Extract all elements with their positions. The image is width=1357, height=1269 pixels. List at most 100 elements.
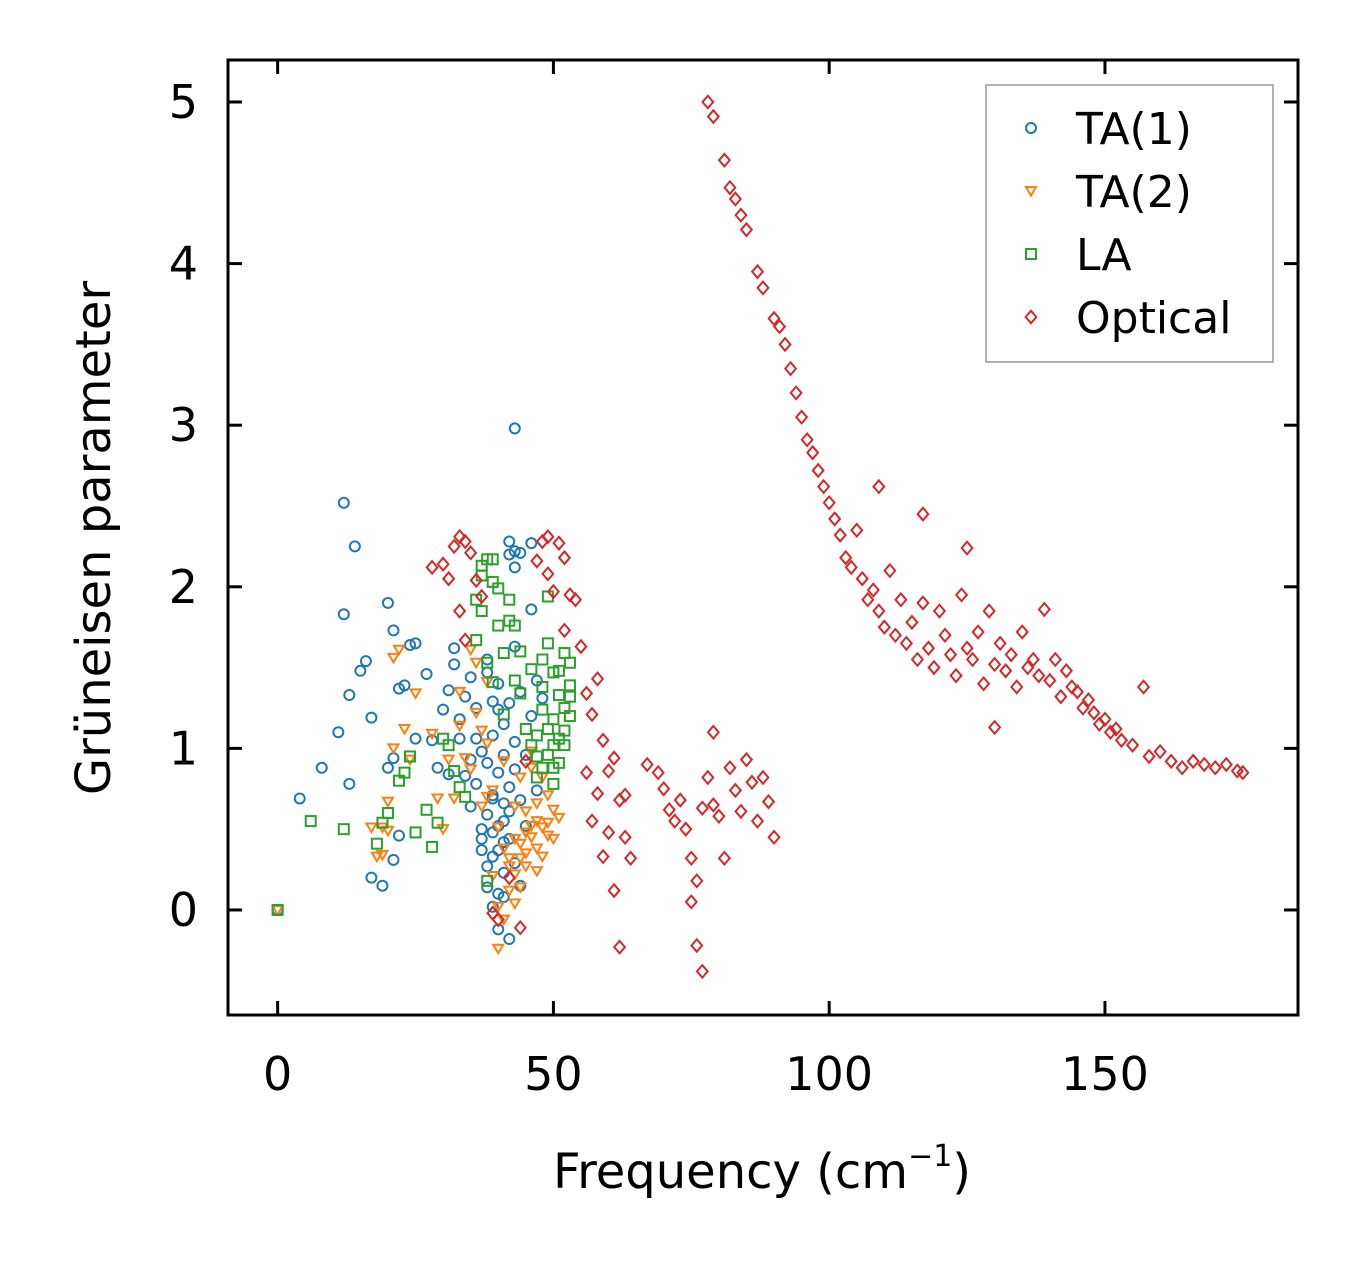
data-point (492, 923, 505, 936)
legend: TA(1) TA(2) LA Optical (985, 84, 1274, 363)
data-point (513, 838, 528, 851)
legend-label: LA (1076, 230, 1132, 281)
data-point (525, 537, 538, 550)
data-point (491, 901, 506, 914)
data-point (927, 659, 941, 676)
data-point (519, 806, 533, 818)
data-point (497, 815, 510, 828)
data-point (497, 756, 511, 768)
data-point (772, 318, 787, 335)
data-point (354, 664, 367, 677)
data-point (943, 646, 958, 663)
data-point (905, 614, 919, 631)
data-point (668, 813, 682, 829)
data-point (690, 873, 704, 889)
data-point (695, 963, 709, 980)
data-point (585, 813, 599, 829)
data-point (701, 769, 715, 786)
data-point (524, 762, 539, 775)
data-point (1219, 756, 1233, 773)
data-point (513, 772, 528, 784)
data-point (409, 637, 422, 650)
data-point (453, 603, 467, 619)
data-point (387, 853, 400, 866)
data-point (872, 603, 886, 619)
data-point (481, 881, 494, 894)
data-point (679, 821, 693, 837)
data-point (717, 850, 732, 867)
data-point (387, 624, 400, 637)
data-point (541, 817, 555, 830)
data-point (392, 644, 406, 657)
data-point (547, 777, 560, 790)
data-point (541, 748, 554, 761)
data-point (453, 528, 467, 545)
data-point (745, 774, 759, 791)
data-point (778, 336, 792, 353)
data-point (960, 540, 974, 556)
data-point (756, 769, 770, 786)
data-point (712, 808, 726, 825)
data-point (497, 718, 510, 731)
legend-label: TA(1) (1075, 104, 1192, 155)
data-point (426, 840, 439, 853)
legend-label: Optical (1076, 293, 1231, 344)
data-point (530, 798, 544, 810)
data-point (960, 640, 974, 656)
data-point (949, 667, 963, 684)
data-point (596, 732, 610, 749)
data-point (470, 777, 483, 790)
data-point (481, 860, 494, 873)
data-point (470, 732, 483, 745)
data-point (541, 566, 555, 582)
data-point (525, 710, 538, 723)
data-point (1081, 692, 1096, 708)
data-point (761, 793, 776, 810)
data-point (552, 664, 565, 677)
data-point (337, 496, 350, 509)
data-point (508, 422, 521, 435)
data-point (547, 739, 560, 752)
x-tick-label: 100 (785, 1047, 873, 1101)
data-point (458, 753, 472, 765)
data-point (536, 703, 549, 716)
axes-layer: 0 50 100 150 0 1 2 3 4 5 (169, 58, 1300, 1101)
data-point (1175, 759, 1189, 776)
data-point (508, 801, 522, 814)
data-point (976, 675, 991, 692)
data-point (541, 637, 554, 650)
data-point (474, 801, 489, 814)
data-point (491, 822, 506, 835)
data-point (938, 627, 952, 644)
data-point (381, 596, 394, 609)
data-point (701, 94, 715, 110)
data-point (442, 684, 455, 697)
data-point (612, 939, 627, 955)
data-point (530, 553, 544, 569)
data-point (430, 793, 445, 805)
data-point (458, 533, 472, 550)
data-point (844, 559, 858, 576)
data-point (1015, 624, 1029, 640)
data-point (590, 671, 605, 687)
data-point (514, 546, 527, 559)
data-point (607, 882, 621, 899)
data-point (365, 871, 378, 884)
data-point (519, 861, 533, 873)
data-point (452, 720, 467, 733)
data-point (706, 108, 720, 125)
data-point (750, 263, 765, 280)
data-point (750, 813, 765, 829)
data-point (999, 663, 1013, 679)
data-point (794, 409, 809, 425)
data-point (728, 782, 743, 799)
data-point (475, 745, 488, 758)
legend-marker (1024, 186, 1038, 198)
data-point (492, 887, 505, 900)
data-point (618, 829, 632, 846)
data-point (530, 784, 543, 797)
data-point (822, 494, 836, 511)
data-point (502, 885, 517, 898)
data-point (442, 739, 455, 752)
data-point (425, 728, 439, 741)
